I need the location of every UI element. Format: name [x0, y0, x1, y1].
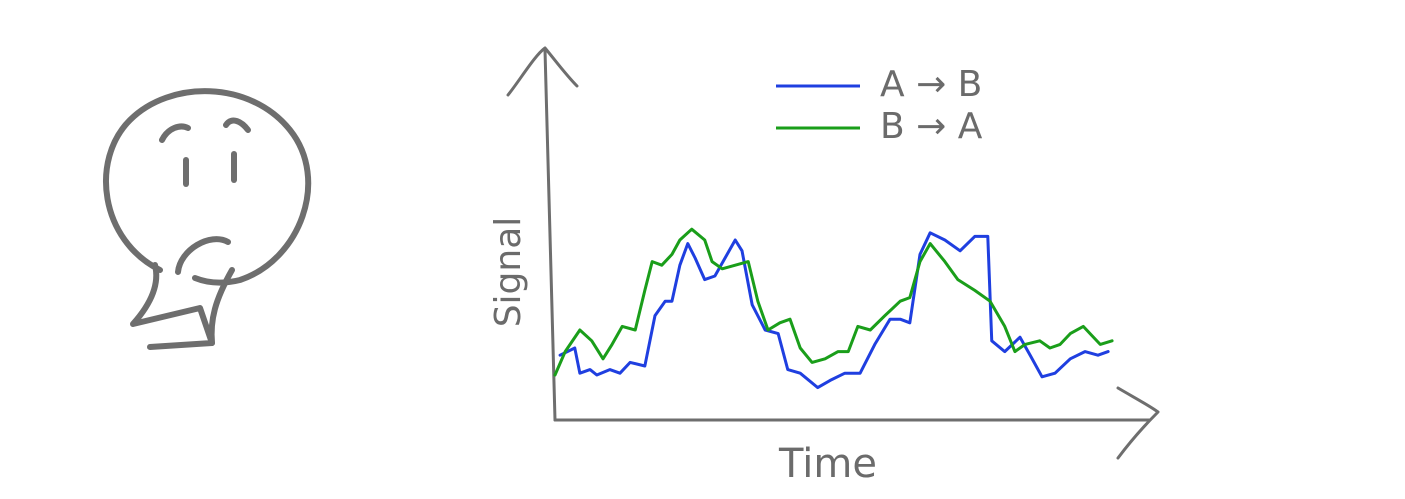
series-line: [553, 227, 1114, 377]
thinking-face: [103, 88, 312, 350]
legend-label: B → A: [880, 106, 983, 147]
x-axis: [553, 386, 1160, 460]
y-axis: [506, 46, 579, 422]
series-line: [558, 231, 1110, 390]
y-axis-label: Signal: [488, 217, 529, 328]
x-axis-label: Time: [778, 441, 877, 487]
legend-label: A → B: [880, 64, 982, 105]
